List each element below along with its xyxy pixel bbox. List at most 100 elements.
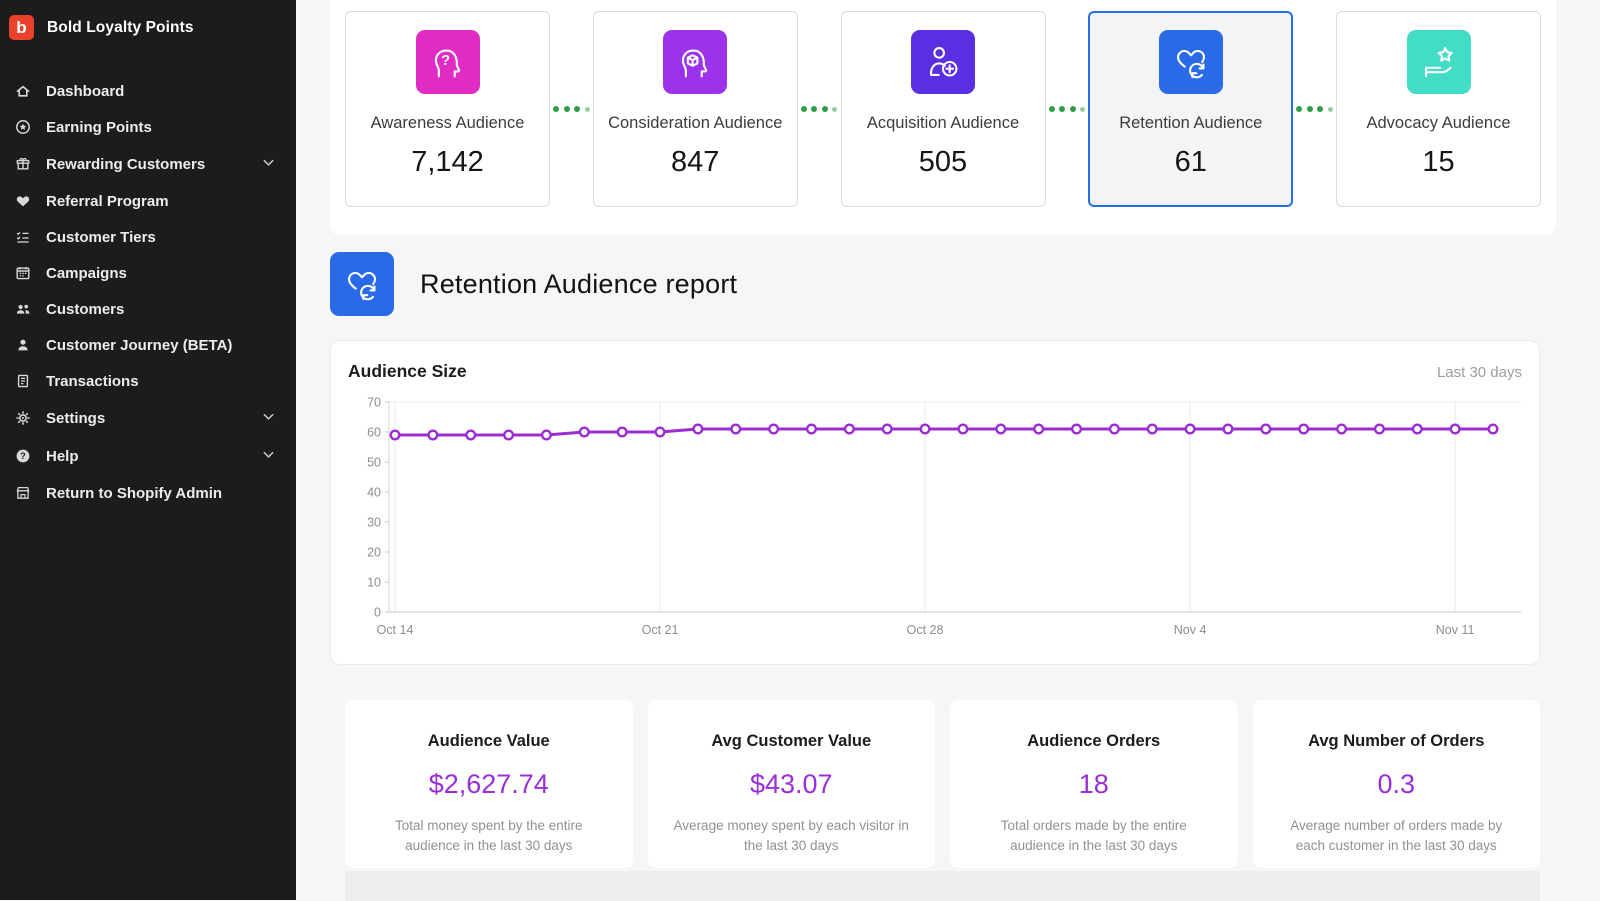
svg-text:70: 70 — [367, 396, 381, 410]
funnel-card-value: 847 — [671, 146, 720, 178]
stat-card-description: Total money spent by the entire audience… — [394, 818, 583, 854]
sidebar-item-return-to-shopify-admin[interactable]: Return to Shopify Admin — [0, 475, 296, 511]
funnel-card-value: 61 — [1174, 146, 1207, 178]
main-content: ? Awareness Audience 7,142 Consideration Au… — [296, 0, 1600, 901]
stat-card-value: $43.07 — [749, 769, 833, 799]
sidebar-item-transactions[interactable]: Transactions — [0, 363, 296, 399]
sidebar-item-label: Referral Program — [46, 192, 169, 210]
funnel-card-advocacy-audience[interactable]: Advocacy Audience 15 — [1336, 11, 1541, 207]
sidebar-item-rewarding-customers[interactable]: Rewarding Customers — [0, 145, 296, 183]
funnel-connector-dots — [1293, 11, 1336, 207]
receipt-icon — [14, 373, 32, 389]
stat-card-value: 18 — [1078, 769, 1109, 799]
stat-card-title: Avg Number of Orders — [1308, 732, 1485, 750]
stats-row: Audience Value $2,627.74 Total money spent… — [345, 700, 1540, 868]
sidebar-item-customer-journey-beta[interactable]: Customer Journey (BETA) — [0, 327, 296, 363]
sidebar-item-referral-program[interactable]: Referral Program — [0, 183, 296, 219]
svg-text:Oct 21: Oct 21 — [642, 623, 679, 637]
sidebar-item-campaigns[interactable]: Campaigns — [0, 255, 296, 291]
sidebar-item-settings[interactable]: Settings — [0, 399, 296, 437]
sidebar-item-label: Earning Points — [46, 118, 152, 136]
audience-funnel-panel: ? Awareness Audience 7,142 Consideration Au… — [330, 0, 1556, 235]
funnel-card-label: Awareness Audience — [370, 114, 525, 132]
funnel-card-label: Advocacy Audience — [1366, 114, 1511, 132]
chevron-down-icon — [261, 155, 276, 174]
svg-text:60: 60 — [367, 426, 381, 440]
sidebar-nav: Dashboard Earning Points Rewarding Custome… — [0, 73, 296, 511]
home-icon — [14, 83, 32, 99]
heart-refresh-icon — [1158, 30, 1223, 94]
hand-star-icon — [1406, 30, 1471, 94]
sidebar-item-label: Dashboard — [46, 82, 125, 100]
audience-size-chart-card: Audience Size Last 30 days 0 10 20 30 40 50 60… — [330, 340, 1540, 665]
funnel-connector-dots — [1046, 11, 1089, 207]
app-logo-row: b Bold Loyalty Points — [0, 15, 296, 40]
funnel-card-value: 505 — [918, 146, 968, 178]
next-section-strip — [345, 871, 1540, 901]
sidebar-item-label: Customer Journey (BETA) — [46, 336, 233, 354]
funnel-card-consideration-audience[interactable]: Consideration Audience 847 — [592, 11, 798, 207]
report-header: Retention Audience report — [330, 252, 1600, 316]
stat-card-audience-orders: Audience Orders 18 Total orders made by th… — [950, 700, 1238, 868]
sidebar-item-label: Transactions — [46, 372, 139, 390]
stat-card-value: $2,627.74 — [428, 769, 549, 799]
funnel-card-acquisition-audience[interactable]: Acquisition Audience 505 — [840, 11, 1046, 207]
stat-card-title: Avg Customer Value — [711, 732, 872, 750]
svg-text:Nov 11: Nov 11 — [1436, 623, 1475, 637]
funnel-connector-dots — [550, 11, 593, 207]
svg-text:Nov 4: Nov 4 — [1174, 623, 1207, 637]
svg-text:?: ? — [20, 451, 26, 461]
audience-funnel-row: ? Awareness Audience 7,142 Consideration Au… — [345, 11, 1541, 207]
sidebar-item-label: Return to Shopify Admin — [46, 484, 223, 502]
svg-text:30: 30 — [367, 516, 381, 530]
sidebar-item-label: Settings — [46, 409, 106, 427]
heart-icon — [14, 193, 32, 209]
stat-card-title: Audience Value — [427, 732, 550, 750]
svg-text:50: 50 — [367, 456, 381, 470]
chart-title: Audience Size — [348, 361, 467, 381]
star-circle-icon — [14, 119, 32, 135]
users-icon — [14, 301, 32, 317]
user-icon — [14, 337, 32, 353]
sidebar-item-earning-points[interactable]: Earning Points — [0, 109, 296, 145]
svg-text:Oct 14: Oct 14 — [377, 623, 414, 637]
sidebar-item-dashboard[interactable]: Dashboard — [0, 73, 296, 109]
chevron-down-icon — [261, 447, 276, 466]
audience-size-line-chart: 0 10 20 30 40 50 60 70 Oct 14 Oct 21 Oct 28 Nov 4 No… — [367, 396, 1521, 637]
funnel-card-awareness-audience[interactable]: ? Awareness Audience 7,142 — [345, 11, 550, 207]
svg-text:?: ? — [441, 53, 450, 69]
funnel-card-label: Consideration Audience — [608, 114, 783, 132]
store-icon — [14, 485, 32, 501]
chart-date-range: Last 30 days — [1436, 364, 1522, 381]
sidebar-item-help[interactable]: ? Help — [0, 437, 296, 475]
svg-text:0: 0 — [374, 606, 381, 620]
sidebar-item-customers[interactable]: Customers — [0, 291, 296, 327]
app-logo: b — [9, 15, 34, 40]
funnel-card-value: 7,142 — [411, 146, 484, 178]
sidebar: b Bold Loyalty Points Dashboard Earning P… — [0, 0, 296, 900]
svg-text:10: 10 — [367, 576, 381, 590]
stat-card-description: Average money spent by each visitor in t… — [673, 818, 909, 854]
stat-card-description: Total orders made by the entire audience… — [1000, 818, 1187, 854]
stat-card-title: Audience Orders — [1027, 732, 1161, 750]
page-title: Retention Audience report — [420, 268, 738, 299]
sidebar-item-label: Customer Tiers — [46, 228, 156, 246]
gift-icon — [14, 156, 32, 172]
funnel-card-label: Retention Audience — [1119, 114, 1263, 132]
svg-text:40: 40 — [367, 486, 381, 500]
svg-text:Oct 28: Oct 28 — [907, 623, 944, 637]
svg-text:20: 20 — [367, 546, 381, 560]
app-title: Bold Loyalty Points — [47, 18, 194, 36]
stat-card-value: 0.3 — [1377, 769, 1416, 799]
funnel-card-value: 15 — [1422, 146, 1455, 178]
sidebar-item-customer-tiers[interactable]: Customer Tiers — [0, 219, 296, 255]
heart-refresh-icon — [330, 252, 394, 316]
funnel-card-label: Acquisition Audience — [866, 114, 1020, 132]
person-plus-icon — [911, 30, 975, 94]
stat-card-avg-customer-value: Avg Customer Value $43.07 Average money sp… — [647, 700, 935, 868]
chart-header: Audience Size Last 30 days — [345, 361, 1525, 382]
sidebar-item-label: Rewarding Customers — [46, 155, 206, 173]
funnel-card-retention-audience[interactable]: Retention Audience 61 — [1088, 11, 1294, 207]
head-cube-icon — [663, 30, 728, 94]
sidebar-item-label: Campaigns — [46, 264, 127, 282]
